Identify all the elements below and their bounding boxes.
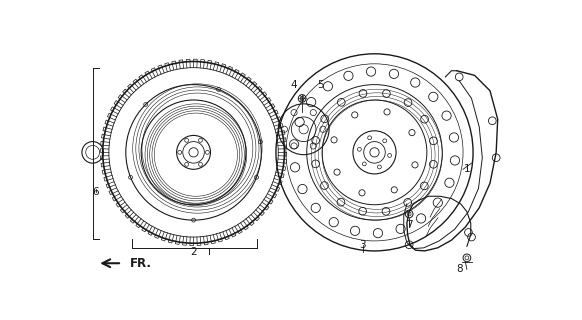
Text: 7: 7 (406, 220, 413, 230)
Circle shape (276, 54, 473, 251)
Text: 8: 8 (456, 264, 463, 275)
Circle shape (102, 61, 285, 243)
Text: 3: 3 (360, 240, 366, 250)
Text: 5: 5 (317, 80, 324, 90)
Text: 4: 4 (290, 80, 297, 90)
Text: 2: 2 (190, 247, 197, 258)
Text: 1: 1 (464, 164, 470, 174)
Text: 6: 6 (93, 188, 99, 197)
Circle shape (278, 104, 329, 155)
Text: FR.: FR. (130, 257, 152, 270)
